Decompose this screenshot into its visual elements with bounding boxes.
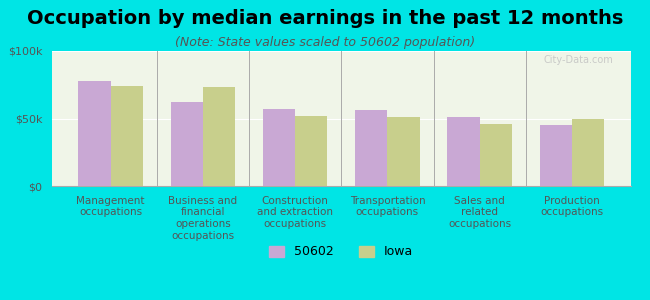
Bar	[572, 118, 604, 186]
Text: Occupation by median earnings in the past 12 months: Occupation by median earnings in the pas…	[27, 9, 623, 28]
Bar	[203, 87, 235, 186]
Bar	[263, 109, 295, 186]
Bar	[480, 124, 512, 186]
Bar	[170, 102, 203, 186]
Bar	[447, 117, 480, 186]
Bar	[387, 117, 420, 186]
Legend: 50602, Iowa: 50602, Iowa	[265, 241, 418, 263]
Bar	[111, 86, 143, 186]
Text: City-Data.com: City-Data.com	[543, 55, 613, 65]
Bar	[355, 110, 387, 186]
Bar	[295, 116, 328, 186]
Text: (Note: State values scaled to 50602 population): (Note: State values scaled to 50602 popu…	[175, 36, 475, 49]
Bar	[540, 125, 572, 186]
Bar	[78, 81, 111, 186]
